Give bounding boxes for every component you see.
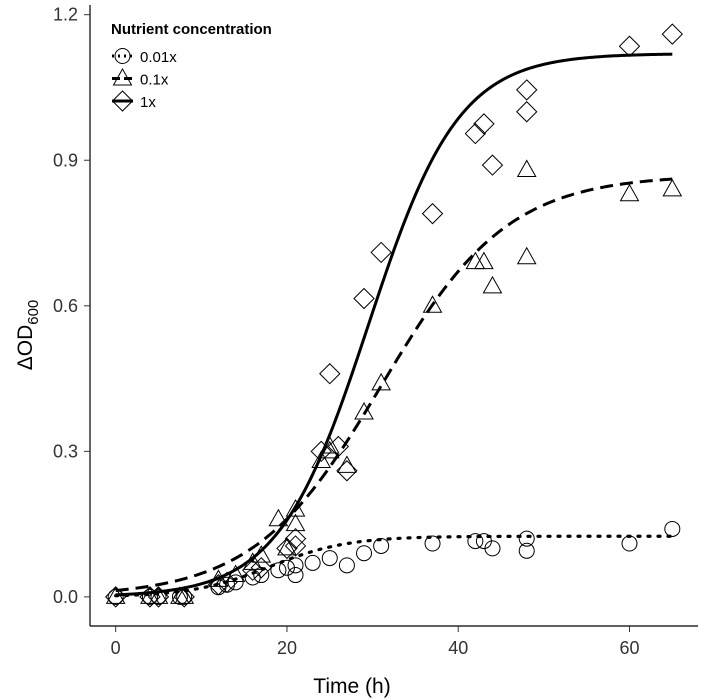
legend-title: Nutrient concentration (111, 21, 272, 38)
point-1x-17 (421, 202, 444, 225)
point-1x-0 (104, 586, 127, 608)
point-0.01x-2 (150, 588, 167, 605)
point-1x-13 (327, 435, 350, 458)
fit-lines (114, 52, 674, 598)
point-0.01x-1 (141, 588, 158, 605)
legend-label-0.01x: 0.01x (140, 49, 177, 66)
point-0.1x-8 (251, 545, 272, 563)
point-0.01x-17 (356, 545, 373, 562)
point-0.01x-25 (621, 535, 638, 552)
point-0.01x-15 (321, 550, 338, 567)
legend-key-marker-1x (111, 90, 134, 112)
point-0.01x-24 (518, 542, 535, 559)
point-0.1x-26 (662, 178, 683, 197)
y-tick-label-4: 1.2 (53, 5, 78, 25)
point-1x-1 (139, 586, 161, 608)
point-0.01x-9 (253, 567, 270, 584)
point-0.1x-2 (148, 586, 169, 604)
point-0.1x-22 (482, 275, 503, 294)
data-points (104, 23, 684, 608)
point-1x-4 (207, 574, 230, 596)
point-0.01x-26 (664, 520, 681, 537)
y-axis-title-main: ΔOD (14, 325, 37, 371)
point-1x-9 (284, 527, 307, 550)
point-1x-14 (336, 460, 358, 482)
point-0.1x-23 (516, 159, 537, 177)
point-1x-19 (473, 113, 495, 135)
x-axis-title: Time (h) (313, 675, 390, 698)
point-0.1x-18 (371, 372, 392, 391)
point-0.01x-13 (287, 557, 304, 574)
legend-key-marker-0.01x (114, 48, 131, 64)
legend-label-0.1x: 0.1x (140, 72, 169, 89)
point-0.1x-4 (174, 586, 195, 604)
point-1x-22 (516, 101, 538, 123)
point-0.01x-18 (373, 537, 390, 554)
point-0.01x-3 (171, 588, 188, 605)
point-0.1x-5 (208, 569, 229, 587)
y-axis-title-subscript: 600 (25, 300, 42, 325)
x-tick-label-1: 20 (277, 638, 297, 658)
point-0.1x-14 (319, 440, 340, 459)
point-0.01x-22 (484, 540, 501, 557)
point-1x-5 (216, 571, 238, 594)
point-0.1x-19 (422, 295, 443, 313)
point-0.01x-20 (467, 533, 484, 550)
point-1x-18 (464, 122, 487, 145)
point-0.1x-17 (354, 402, 374, 420)
point-1x-2 (147, 586, 170, 608)
point-0.01x-8 (244, 569, 261, 586)
tick-labels: 0 20 40 60 0.0 0.3 0.6 0.9 1.2 (53, 5, 640, 658)
point-1x-20 (481, 154, 504, 176)
axes (84, 5, 698, 632)
point-0.1x-12 (285, 513, 306, 532)
point-1x-7 (250, 557, 272, 579)
fit-line-0.01x (114, 534, 674, 598)
point-0.1x-24 (516, 246, 537, 265)
point-1x-12 (319, 363, 341, 385)
y-tick-label-1: 0.3 (53, 441, 78, 461)
legend: Nutrient concentration 0.01x 0.1x 1x (111, 21, 272, 112)
point-0.1x-13 (311, 450, 332, 469)
y-tick-label-3: 0.9 (53, 150, 78, 170)
point-0.1x-0 (105, 586, 126, 604)
point-0.01x-0 (107, 588, 124, 605)
point-1x-11 (310, 440, 332, 463)
point-0.01x-16 (338, 557, 355, 574)
point-1x-23 (618, 35, 641, 57)
point-0.01x-10 (270, 562, 287, 579)
point-0.1x-16 (337, 455, 357, 473)
fit-line-1x (115, 52, 673, 597)
point-0.1x-10 (277, 537, 297, 556)
point-1x-15 (353, 287, 375, 310)
legend-key-marker-0.1x (112, 67, 133, 86)
point-1x-6 (241, 559, 264, 581)
y-axis-title: ΔOD600 (14, 300, 42, 371)
point-0.01x-7 (227, 574, 244, 591)
point-0.01x-23 (518, 530, 535, 547)
y-tick-label-0: 0.0 (53, 587, 78, 607)
point-0.01x-19 (424, 535, 441, 552)
point-1x-16 (370, 241, 392, 264)
point-0.01x-14 (304, 554, 321, 571)
x-tick-label-3: 60 (619, 638, 639, 658)
point-1x-24 (661, 23, 684, 45)
x-tick-label-2: 40 (448, 638, 468, 658)
point-0.1x-21 (474, 251, 494, 270)
y-tick-label-2: 0.6 (53, 296, 78, 316)
point-0.1x-9 (268, 508, 289, 527)
legend-label-1x: 1x (140, 94, 156, 111)
point-1x-8 (276, 537, 298, 560)
point-1x-21 (516, 79, 538, 101)
point-0.01x-4 (176, 588, 193, 605)
point-0.1x-25 (619, 183, 640, 202)
point-1x-10 (284, 535, 307, 557)
point-0.01x-12 (287, 567, 304, 584)
x-tick-label-0: 0 (111, 638, 121, 658)
point-0.1x-11 (285, 499, 306, 517)
point-1x-3 (173, 586, 195, 608)
